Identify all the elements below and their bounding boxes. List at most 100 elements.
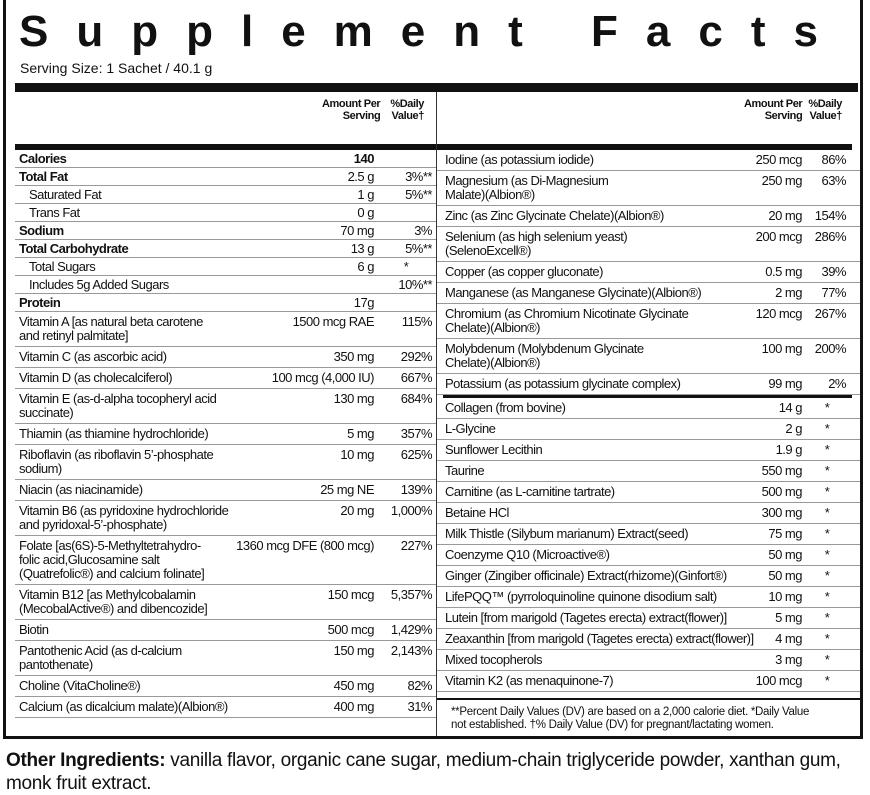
nutrient-row: Vitamin B12 [as Methylcobalamin (Mecobal…: [15, 585, 436, 620]
nutrient-daily-value: *: [824, 421, 830, 436]
nutrient-amount: 3 mg: [775, 652, 802, 667]
nutrient-row: Vitamin E (as-d-alpha tocopheryl acid su…: [15, 389, 436, 424]
daily-value-header: %Daily Value†: [808, 98, 842, 122]
nutrient-daily-value: 286%: [814, 229, 847, 244]
nutrient-name: Total Sugars: [29, 258, 96, 274]
nutrient-row: Folate [as(6S)-5-Methyltetrahydro- folic…: [15, 536, 436, 585]
nutrient-daily-value: *: [824, 463, 830, 478]
nutrient-name: Total Carbohydrate: [19, 240, 129, 256]
nutrient-daily-value: *: [824, 673, 830, 688]
nutrient-amount: 100 mcg: [755, 673, 803, 688]
nutrient-daily-value: 154%: [814, 208, 847, 223]
nutrient-daily-value: *: [824, 505, 830, 520]
nutrient-amount: 0 g: [357, 204, 374, 220]
nutrient-row: Selenium (as high selenium yeast) (Selen…: [437, 227, 860, 262]
amount-per-serving-header: Amount Per Serving: [743, 98, 803, 122]
nutrient-name: Ginger (Zingiber officinale) Extract(rhi…: [445, 568, 727, 583]
nutrient-daily-value: 1,000%: [390, 503, 433, 518]
nutrient-row: Saturated Fat 1 g 5%**: [15, 186, 436, 204]
nutrient-row: L-Glycine 2 g *: [437, 419, 860, 440]
nutrient-daily-value: 139%: [400, 482, 433, 497]
nutrient-row: Vitamin A [as natural beta carotene and …: [15, 312, 436, 347]
nutrient-daily-value: *: [824, 589, 830, 604]
nutrient-row: Sodium 70 mg 3%: [15, 222, 436, 240]
nutrient-amount: 100 mcg (4,000 IU): [271, 370, 375, 385]
nutrient-amount: 150 mcg: [327, 587, 375, 602]
nutrient-daily-value: *: [824, 652, 830, 667]
nutrient-row: Calcium (as dicalcium malate)(Albion®) 40…: [15, 697, 436, 718]
nutrient-name: Chromium (as Chromium Nicotinate Glycina…: [445, 306, 689, 335]
nutrient-amount: 20 mg: [340, 503, 374, 518]
nutrient-amount: 1360 mcg DFE (800 mcg): [236, 538, 374, 553]
nutrient-name: Milk Thistle (Silybum marianum) Extract(…: [445, 526, 689, 541]
nutrient-amount: 2.5 g: [347, 168, 375, 184]
nutrient-row: Vitamin D (as cholecalciferol) 100 mcg (4…: [15, 368, 436, 389]
nutrient-name: L-Glycine: [445, 421, 496, 436]
nutrient-amount: 250 mg: [761, 173, 803, 188]
nutrient-name: Vitamin B6 (as pyridoxine hydrochloride …: [19, 503, 229, 532]
nutrient-amount: 150 mg: [333, 643, 375, 658]
nutrient-name: Thiamin (as thiamine hydrochloride): [19, 426, 209, 441]
nutrient-daily-value: [380, 152, 436, 166]
nutrient-amount: 2 g: [785, 421, 802, 436]
nutrient-amount: 400 mg: [333, 699, 375, 714]
nutrient-row: Trans Fat 0 g: [15, 204, 436, 222]
nutrient-daily-value: 667%: [400, 370, 433, 385]
nutrient-row: Protein 17g: [15, 294, 436, 312]
nutrient-row: Total Carbohydrate 13 g 5%**: [15, 240, 436, 258]
nutrient-amount: 20 mg: [768, 208, 802, 223]
nutrient-daily-value: 115%: [401, 314, 433, 329]
other-ingredients-label: Other Ingredients:: [6, 750, 166, 771]
nutrient-name: Betaine HCl: [445, 505, 509, 520]
nutrient-daily-value: *: [824, 568, 830, 583]
nutrient-name: Vitamin B12 [as Methylcobalamin (Mecobal…: [19, 587, 208, 616]
other-ingredients: Other Ingredients: vanilla flavor, organ…: [6, 749, 866, 795]
nutrient-amount: 13 g: [350, 240, 375, 256]
right-column-header: Amount Per Serving %Daily Value†: [437, 92, 860, 144]
other-ingredient-amount-list: Collagen (from bovine) 14 g * L-Glycine 2 g *…: [437, 398, 860, 692]
nutrient-daily-value: 625%: [400, 447, 433, 462]
nutrient-name: Vitamin K2 (as menaquinone-7): [445, 673, 614, 688]
nutrient-name: Saturated Fat: [29, 186, 102, 202]
nutrient-name: Carnitine (as L-carnitine tartrate): [445, 484, 615, 499]
nutrient-amount: 500 mcg: [327, 622, 375, 637]
nutrient-row: Total Sugars 6 g *: [15, 258, 436, 276]
nutrient-amount: 2 mg: [775, 285, 802, 300]
nutrient-amount: 1500 mcg RAE: [292, 314, 375, 329]
nutrient-daily-value: 77%: [821, 285, 846, 300]
nutrient-row: Coenzyme Q10 (Microactive®) 50 mg *: [437, 545, 860, 566]
nutrient-amount: 5 mg: [347, 426, 374, 441]
nutrient-daily-value: 2,143%: [390, 643, 433, 658]
facts-columns: Amount Per Serving %Daily Value† Calorie…: [15, 92, 860, 736]
nutrient-daily-value: 31%: [407, 699, 432, 714]
nutrient-row: Milk Thistle (Silybum marianum) Extract(…: [437, 524, 860, 545]
nutrient-row: Chromium (as Chromium Nicotinate Glycina…: [437, 304, 860, 339]
nutrient-amount: 25 mg NE: [320, 482, 374, 497]
nutrient-name: Riboflavin (as riboflavin 5’-phosphate s…: [19, 447, 214, 476]
nutrient-daily-value: 292%: [400, 349, 433, 364]
nutrient-amount: 300 mg: [761, 505, 803, 520]
nutrient-amount: 14 g: [778, 400, 803, 415]
nutrient-name: Mixed tocopherols: [445, 652, 543, 667]
nutrient-daily-value: [380, 206, 436, 220]
nutrient-row: Manganese (as Manganese Glycinate)(Albio…: [437, 283, 860, 304]
nutrient-row: Biotin 500 mcg 1,429%: [15, 620, 436, 641]
nutrient-name: Protein: [19, 294, 61, 310]
nutrient-name: Molybdenum (Molybdenum Glycinate Chelate…: [445, 341, 644, 370]
nutrient-daily-value: 5,357%: [390, 587, 433, 602]
nutrient-daily-value: *: [824, 547, 830, 562]
nutrient-row: Collagen (from bovine) 14 g *: [437, 398, 860, 419]
nutrient-row: Zinc (as Zinc Glycinate Chelate)(Albion®…: [437, 206, 860, 227]
nutrient-name: Coenzyme Q10 (Microactive®): [445, 547, 610, 562]
nutrient-daily-value: 63%: [821, 173, 846, 188]
right-column: Amount Per Serving %Daily Value† Iodine …: [437, 92, 860, 736]
left-nutrient-list: Calories 140 Total Fat 2.5 g 3%** Saturated F…: [15, 150, 436, 718]
nutrient-name: Zeaxanthin [from marigold (Tagetes erect…: [445, 631, 754, 646]
panel-title: Supplement Facts: [19, 7, 846, 56]
nutrient-row: Taurine 550 mg *: [437, 461, 860, 482]
nutrient-amount: 450 mg: [333, 678, 375, 693]
nutrient-name: Vitamin D (as cholecalciferol): [19, 370, 173, 385]
nutrient-row: Vitamin B6 (as pyridoxine hydrochloride …: [15, 501, 436, 536]
nutrient-row: Thiamin (as thiamine hydrochloride) 5 mg 3…: [15, 424, 436, 445]
nutrient-amount: 10 mg: [340, 447, 374, 462]
